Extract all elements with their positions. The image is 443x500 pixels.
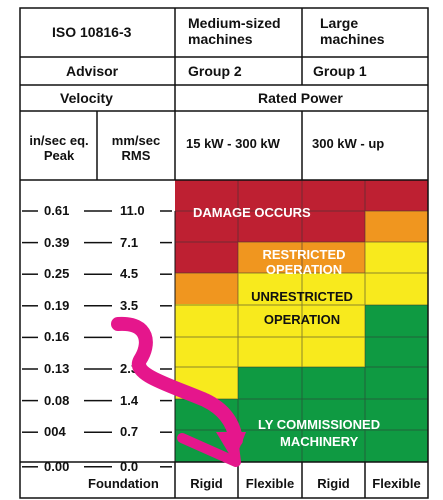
power-range-large: 300 kW - up [312,136,385,151]
scale-peak-value: 0.00 [44,458,70,474]
scale-peak-value: 004 [44,424,66,440]
cell-g1-rigid-orange [302,242,365,273]
scale-peak-value: 0.39 [44,234,70,250]
zone-commissioned-line2: MACHINERY [280,434,359,449]
zone-unrestricted-line2: OPERATION [263,312,341,327]
advisor-label: Advisor [66,63,119,79]
peak-unit-line2: Peak [43,148,75,163]
zone-restricted-line1: RESTRICTED [262,247,346,262]
cell-g2-rigid-red [175,180,238,273]
scale-peak-value: 0.61 [44,203,70,218]
scale-peak-value: 0.13 [44,361,70,376]
rms-unit-line1: mm/sec [111,133,161,148]
scale-rms-value: 0.7 [120,424,139,440]
cell-g2-flex-orange [238,242,302,273]
cell-g1-flex-red [365,180,428,211]
scale-peak-value: 0.25 [44,266,70,282]
zone-restricted-line2: OPERATION [265,262,343,277]
power-range-medium: 15 kW - 300 kW [186,136,280,151]
foundation-label: Foundation [88,476,159,491]
footer-flexible-2: Flexible [372,476,421,491]
cell-g2-flex-yellow [238,273,302,367]
scale-rms-value: 1.4 [120,392,139,408]
cell-g1-flex-green [365,305,428,462]
large-machines-line2: machines [320,31,385,47]
scale-rms-value: 7.1 [120,234,139,250]
zone-commissioned-line1: LY COMMISSIONED [258,417,381,432]
medium-machines-line2: machines [188,31,253,47]
velocity-label: Velocity [60,90,113,106]
rms-unit-line2: RMS [121,148,151,163]
peak-unit-line1: in/sec eq. [29,133,89,148]
footer-rigid-2: Rigid [317,476,350,491]
zone-damage-label: DAMAGE OCCURS [193,205,311,220]
scale-rms-value: 3.5 [120,297,139,313]
scale-rms-value: 0.0 [120,458,139,474]
group1-label: Group 1 [313,63,367,79]
cell-g1-rigid-yellow [302,273,365,367]
standard-title: ISO 10816-3 [52,24,132,40]
scale-peak-value: 0.19 [44,297,70,313]
cell-g2-rigid-orange [175,273,238,304]
scale-rms-value: 11.0 [120,203,145,218]
medium-machines-line1: Medium-sized [188,15,281,31]
scale-rms-value: 2.3 [120,361,139,376]
cell-g2-rigid-yellow [175,304,238,399]
footer-flexible-1: Flexible [245,476,295,491]
cell-g1-rigid-green [302,367,365,462]
group2-label: Group 2 [188,63,242,79]
cell-g1-flex-orange [365,211,428,242]
scale-peak-value: 0.08 [44,392,70,408]
zone-unrestricted-line1: UNRESTRICTED [251,289,353,304]
footer-rigid-1: Rigid [190,476,223,491]
scale-rms-value: 4.5 [120,266,139,282]
large-machines-line1: Large [320,15,359,31]
scale-peak-value: 0.16 [44,329,70,345]
rated-power-label: Rated Power [258,90,343,106]
cell-g2-flex-green [238,367,302,462]
